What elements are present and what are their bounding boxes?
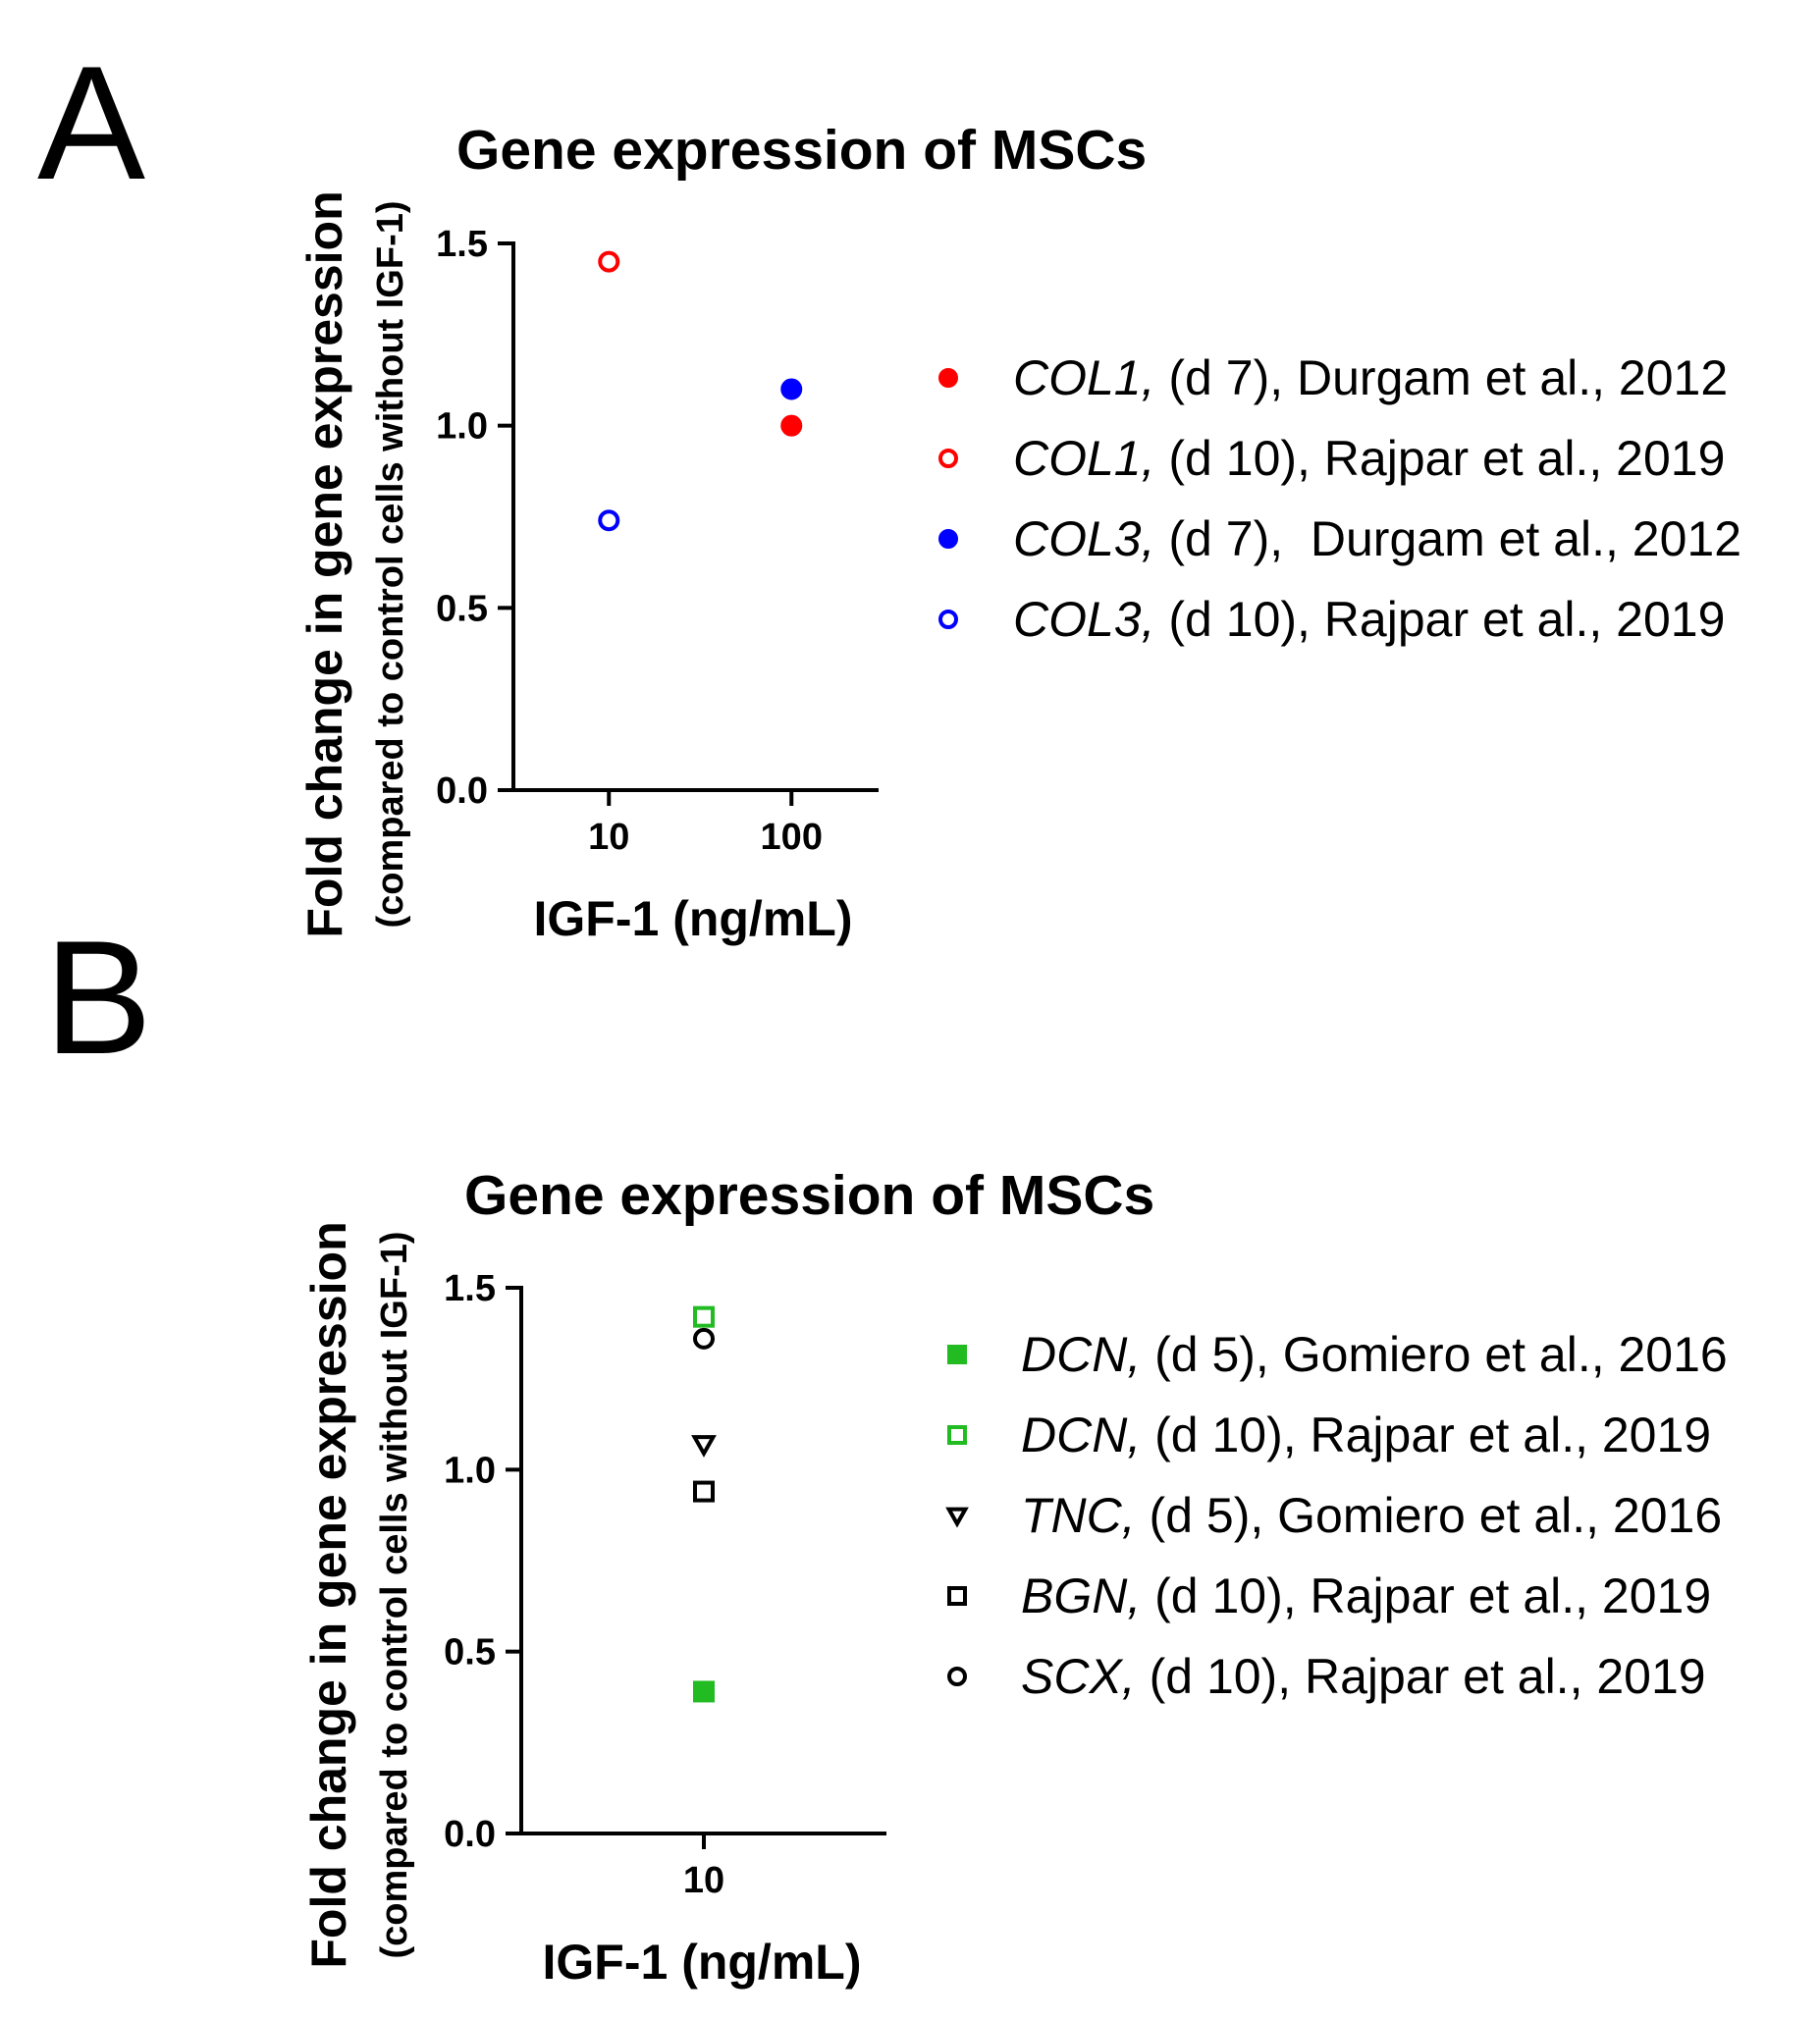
legend-label-a: COL3, (d 10), Rajpar et al., 2019 xyxy=(1013,592,1725,647)
legend-source-b: (d 5), Gomiero et al., 2016 xyxy=(1136,1488,1723,1543)
y-tick-label-a: 0.0 xyxy=(436,770,488,812)
legend-gene-b: DCN, xyxy=(1021,1327,1141,1382)
legend-item-a: COL3, (d 7), Durgam et al., 2012 xyxy=(938,511,1741,566)
legend-marker-a xyxy=(938,529,958,549)
legend-source-b: (d 10), Rajpar et al., 2019 xyxy=(1141,1408,1711,1462)
legend-item-a: COL3, (d 10), Rajpar et al., 2019 xyxy=(938,592,1725,647)
data-point-a xyxy=(780,414,803,437)
legend-source-b: (d 10), Rajpar et al., 2019 xyxy=(1141,1568,1711,1623)
legend-item-b: BGN, (d 10), Rajpar et al., 2019 xyxy=(947,1568,1711,1623)
legend-marker-a xyxy=(938,449,958,468)
x-axis-label-a: IGF-1 (ng/mL) xyxy=(534,891,853,946)
data-point-a xyxy=(598,509,620,532)
legend-marker-a xyxy=(938,368,958,388)
data-point-a xyxy=(780,378,803,400)
legend-item-b: DCN, (d 5), Gomiero et al., 2016 xyxy=(947,1327,1728,1382)
legend-source-a: (d 7), Durgam et al., 2012 xyxy=(1155,511,1742,566)
legend-gene-b: DCN, xyxy=(1021,1408,1141,1462)
y-axis-title-a: Fold change in gene expression xyxy=(297,190,352,937)
legend-marker-b xyxy=(945,1507,969,1528)
legend-marker-b xyxy=(947,1586,967,1606)
data-point-b xyxy=(693,1480,715,1503)
legend-item-a: COL1, (d 10), Rajpar et al., 2019 xyxy=(938,431,1725,486)
chart-title-a: Gene expression of MSCs xyxy=(456,119,1147,182)
legend-label-b: SCX, (d 10), Rajpar et al., 2019 xyxy=(1021,1649,1706,1704)
panel-b: B Gene expression of MSCs Fold change in… xyxy=(44,907,1728,1990)
data-point-a xyxy=(598,250,620,273)
data-point-b xyxy=(691,1435,717,1458)
y-tick-label-b: 0.0 xyxy=(444,1814,496,1855)
panel-a: A Gene expression of MSCs Fold change in… xyxy=(37,32,1741,946)
y-tick-label-b: 1.5 xyxy=(444,1268,496,1309)
data-point-b xyxy=(693,1327,715,1350)
legend-source-a: (d 7), Durgam et al., 2012 xyxy=(1155,350,1729,405)
legend-label-b: DCN, (d 10), Rajpar et al., 2019 xyxy=(1021,1408,1711,1462)
y-tick-label-a: 1.0 xyxy=(436,406,488,448)
y-tick-label-b: 1.0 xyxy=(444,1450,496,1491)
legend-gene-a: COL3, xyxy=(1013,511,1155,566)
legend-source-a: (d 10), Rajpar et al., 2019 xyxy=(1155,592,1726,647)
legend-item-a: COL1, (d 7), Durgam et al., 2012 xyxy=(938,350,1728,405)
legend-gene-a: COL1, xyxy=(1013,350,1155,405)
plot-area-a: 0.0 0.5 1.0 1.5 10 100 xyxy=(436,224,879,858)
legend-source-b: (d 10), Rajpar et al., 2019 xyxy=(1136,1649,1706,1704)
legend-label-a: COL1, (d 7), Durgam et al., 2012 xyxy=(1013,350,1728,405)
legend-gene-b: SCX, xyxy=(1021,1649,1136,1704)
chart-title-b: Gene expression of MSCs xyxy=(464,1164,1154,1227)
legend-marker-b xyxy=(947,1345,967,1364)
legend-gene-b: TNC, xyxy=(1021,1488,1136,1543)
x-tick-label-a: 10 xyxy=(588,817,629,858)
y-tick-label-b: 0.5 xyxy=(444,1632,496,1674)
legend-marker-b xyxy=(947,1425,967,1445)
x-axis-label-b: IGF-1 (ng/mL) xyxy=(543,1935,862,1990)
legend-source-b: (d 5), Gomiero et al., 2016 xyxy=(1141,1327,1728,1382)
legend-label-b: TNC, (d 5), Gomiero et al., 2016 xyxy=(1021,1488,1722,1543)
legend-item-b: SCX, (d 10), Rajpar et al., 2019 xyxy=(947,1649,1706,1704)
legend-label-b: BGN, (d 10), Rajpar et al., 2019 xyxy=(1021,1568,1711,1623)
y-axis-title-b: Fold change in gene expression xyxy=(301,1221,356,1968)
data-point-b xyxy=(693,1305,715,1328)
legend-source-a: (d 10), Rajpar et al., 2019 xyxy=(1155,431,1726,486)
legend-gene-b: BGN, xyxy=(1021,1568,1141,1623)
y-tick-label-a: 0.5 xyxy=(436,588,488,629)
legend-item-b: TNC, (d 5), Gomiero et al., 2016 xyxy=(945,1488,1722,1543)
legend-gene-a: COL3, xyxy=(1013,592,1155,647)
legend-label-b: DCN, (d 5), Gomiero et al., 2016 xyxy=(1021,1327,1728,1382)
plot-area-b: 0.0 0.5 1.0 1.5 10 xyxy=(444,1268,886,1901)
y-axis-subtitle-a: (compared to control cells without IGF-1… xyxy=(370,200,411,928)
legend-item-b: DCN, (d 10), Rajpar et al., 2019 xyxy=(947,1408,1711,1462)
y-tick-label-a: 1.5 xyxy=(436,224,488,265)
y-axis-subtitle-b: (compared to control cells without IGF-1… xyxy=(374,1231,415,1958)
data-point-b xyxy=(693,1680,715,1703)
panel-letter-a: A xyxy=(37,32,145,213)
legend-gene-a: COL1, xyxy=(1013,431,1155,486)
legend-label-a: COL1, (d 10), Rajpar et al., 2019 xyxy=(1013,431,1725,486)
y-axis-label-b: Fold change in gene expression (compared… xyxy=(301,1221,415,1968)
legend-marker-b xyxy=(947,1667,967,1686)
legend-label-a: COL3, (d 7), Durgam et al., 2012 xyxy=(1013,511,1741,566)
legend-marker-a xyxy=(938,610,958,629)
x-tick-label-a: 100 xyxy=(761,817,823,858)
panel-letter-b: B xyxy=(44,907,152,1088)
x-tick-label-b: 10 xyxy=(683,1860,724,1901)
y-axis-label-a: Fold change in gene expression (compared… xyxy=(297,190,411,937)
